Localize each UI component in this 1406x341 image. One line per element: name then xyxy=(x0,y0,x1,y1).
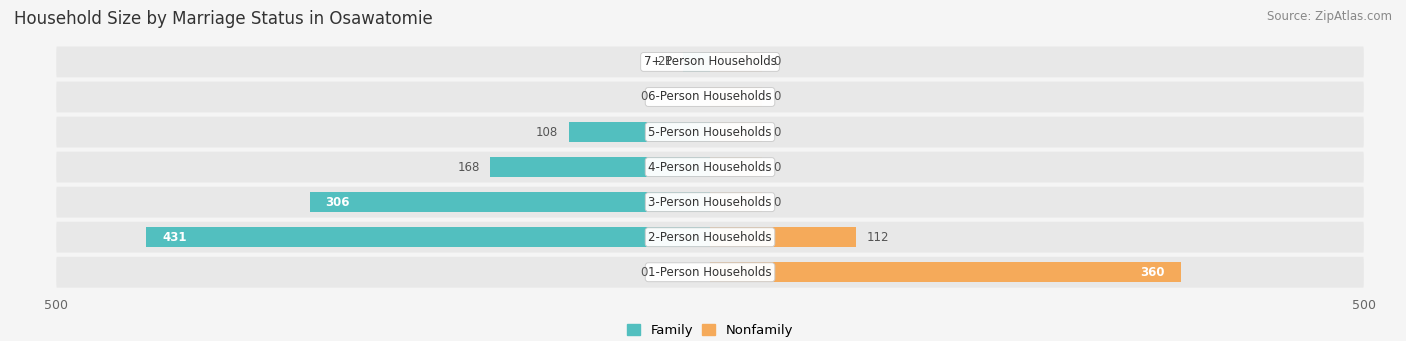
Bar xyxy=(710,262,1181,282)
Text: 6-Person Households: 6-Person Households xyxy=(648,90,772,104)
Bar xyxy=(710,192,762,212)
Legend: Family, Nonfamily: Family, Nonfamily xyxy=(621,318,799,341)
Bar xyxy=(710,157,762,177)
Bar xyxy=(710,122,762,142)
Text: 3-Person Households: 3-Person Households xyxy=(648,196,772,209)
Text: 4-Person Households: 4-Person Households xyxy=(648,161,772,174)
Bar xyxy=(309,192,710,212)
Text: 21: 21 xyxy=(657,56,672,69)
Text: 108: 108 xyxy=(536,125,558,138)
Bar xyxy=(146,227,710,247)
Text: 360: 360 xyxy=(1140,266,1166,279)
Bar xyxy=(710,227,856,247)
Text: 306: 306 xyxy=(326,196,350,209)
Bar xyxy=(710,87,762,107)
Text: 0: 0 xyxy=(773,90,780,104)
Text: 5-Person Households: 5-Person Households xyxy=(648,125,772,138)
Text: 0: 0 xyxy=(773,56,780,69)
Text: 0: 0 xyxy=(640,90,647,104)
FancyBboxPatch shape xyxy=(56,46,1364,77)
Text: Household Size by Marriage Status in Osawatomie: Household Size by Marriage Status in Osa… xyxy=(14,10,433,28)
Bar xyxy=(491,157,710,177)
Text: 1-Person Households: 1-Person Households xyxy=(648,266,772,279)
Text: 0: 0 xyxy=(640,266,647,279)
Text: 0: 0 xyxy=(773,161,780,174)
FancyBboxPatch shape xyxy=(56,117,1364,147)
FancyBboxPatch shape xyxy=(56,81,1364,113)
Text: Source: ZipAtlas.com: Source: ZipAtlas.com xyxy=(1267,10,1392,23)
Bar xyxy=(682,52,710,72)
Text: 168: 168 xyxy=(457,161,479,174)
Text: 0: 0 xyxy=(773,196,780,209)
Text: 112: 112 xyxy=(868,231,890,244)
FancyBboxPatch shape xyxy=(56,257,1364,288)
FancyBboxPatch shape xyxy=(56,152,1364,182)
Text: 431: 431 xyxy=(162,231,187,244)
Text: 2-Person Households: 2-Person Households xyxy=(648,231,772,244)
FancyBboxPatch shape xyxy=(56,222,1364,253)
FancyBboxPatch shape xyxy=(56,187,1364,218)
Bar xyxy=(569,122,710,142)
Bar xyxy=(710,52,762,72)
Text: 0: 0 xyxy=(773,125,780,138)
Text: 7+ Person Households: 7+ Person Households xyxy=(644,56,776,69)
